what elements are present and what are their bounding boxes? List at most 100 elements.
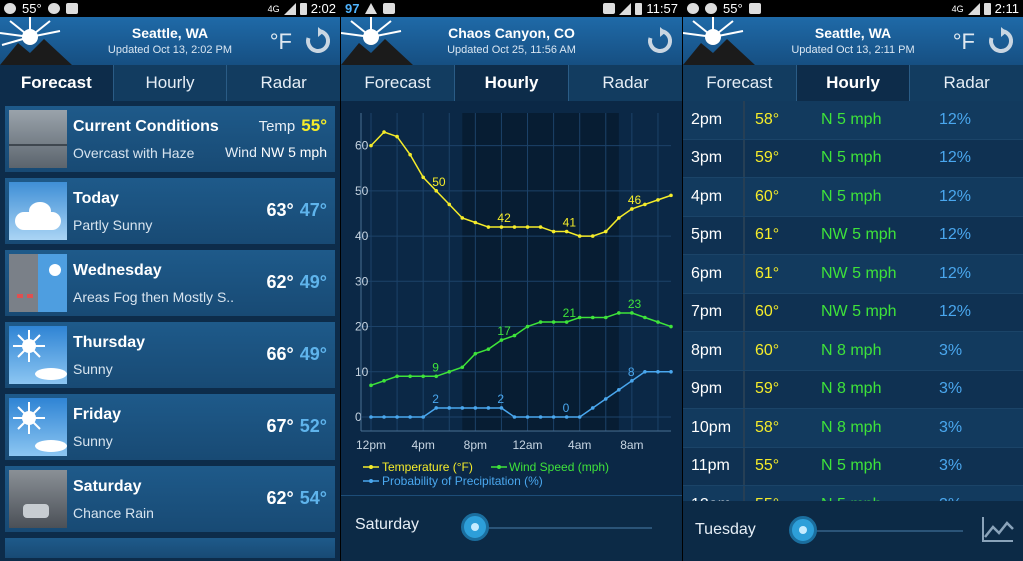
tab-radar[interactable]: Radar: [943, 73, 990, 92]
tab-hourly[interactable]: Hourly: [455, 65, 569, 101]
data-point: [525, 415, 530, 419]
data-point: [590, 406, 595, 410]
data-point: [669, 193, 673, 198]
location-title: Chaos Canyon, CO: [448, 25, 575, 41]
low-temp: 49°: [299, 344, 327, 364]
status-time: 11:57: [646, 1, 678, 16]
data-point: [447, 406, 452, 410]
data-point: [538, 415, 543, 419]
day-slider-handle[interactable]: [461, 513, 489, 541]
data-label: 8: [628, 365, 635, 379]
tab-radar[interactable]: Radar: [260, 73, 307, 92]
hourly-row: 3pm 59° N 5 mph 12%: [683, 139, 1023, 178]
day-slider-track[interactable]: [475, 527, 652, 529]
high-temp: 63°: [266, 200, 294, 220]
data-point: [434, 406, 439, 410]
data-point: [564, 415, 569, 419]
tab-radar[interactable]: Radar: [602, 73, 649, 92]
data-point: [643, 315, 647, 320]
data-label: 21: [563, 306, 577, 320]
hour-precip: 3%: [939, 341, 963, 359]
tab-hourly[interactable]: Hourly: [114, 65, 228, 101]
battery-icon: [983, 2, 991, 15]
hour-time: 3pm: [683, 139, 745, 177]
hour-time: 12am: [683, 486, 745, 501]
night-shading: [462, 113, 619, 431]
battery-icon: [635, 2, 643, 15]
forecast-day-card-partial[interactable]: [5, 538, 335, 558]
hourly-chart-screen: 97 11:57 Chaos Canyon, CO Updated Oct 25…: [341, 0, 682, 561]
refresh-icon[interactable]: [304, 27, 332, 55]
forecast-day-card[interactable]: Wednesday Areas Fog then Mostly S.. 62° 4…: [5, 250, 335, 316]
data-point: [643, 369, 647, 374]
sunny-icon: [9, 326, 67, 384]
refresh-icon[interactable]: [987, 27, 1015, 55]
app-logo-icon: [0, 17, 72, 65]
forecast-day-card[interactable]: Today Partly Sunny 63° 47°: [5, 178, 335, 244]
day-name: Today: [73, 189, 119, 207]
forecast-day-card[interactable]: Friday Sunny 67° 52°: [5, 394, 335, 460]
data-point: [395, 415, 399, 419]
app-header: Seattle, WA Updated Oct 13, 2:02 PM °F: [0, 17, 340, 65]
data-point: [577, 415, 582, 419]
data-point: [369, 415, 373, 419]
data-point: [421, 374, 425, 379]
battery-icon: [299, 2, 307, 15]
data-point: [669, 324, 673, 329]
refresh-icon[interactable]: [646, 27, 674, 55]
app-header: Chaos Canyon, CO Updated Oct 25, 11:56 A…: [341, 17, 682, 65]
unit-toggle[interactable]: °F: [952, 29, 975, 54]
forecast-day-card[interactable]: Thursday Sunny 66° 49°: [5, 322, 335, 388]
hourly-row: 4pm 60° N 5 mph 12%: [683, 178, 1023, 217]
data-point: [447, 369, 452, 374]
data-point: [538, 320, 543, 324]
x-tick-label: 8am: [620, 438, 643, 452]
hourly-row: 10pm 58° N 8 mph 3%: [683, 409, 1023, 448]
y-tick-label: 30: [355, 274, 369, 288]
selected-day: Saturday: [355, 516, 420, 533]
tab-forecast[interactable]: Forecast: [0, 65, 114, 101]
data-label: 41: [563, 216, 577, 230]
data-point: [617, 388, 621, 392]
wind-label: Wind: [224, 144, 257, 160]
high-temp: 62°: [266, 488, 294, 508]
hour-precip: 12%: [939, 264, 972, 282]
hour-wind: N 8 mph: [821, 380, 882, 398]
tab-forecast[interactable]: Forecast: [683, 65, 797, 101]
hour-time: 6pm: [683, 255, 745, 293]
hour-wind: NW 5 mph: [821, 303, 897, 321]
unit-toggle[interactable]: °F: [269, 29, 292, 54]
tab-forecast[interactable]: Forecast: [341, 65, 455, 101]
chart-toggle-icon[interactable]: [981, 515, 1015, 543]
low-temp: 54°: [299, 488, 327, 508]
legend-wind: Wind Speed (mph): [509, 460, 609, 474]
wind-value: NW 5 mph: [260, 144, 327, 160]
network-type: 4G: [951, 3, 964, 14]
x-tick-label: 4am: [568, 438, 591, 452]
forecast-list: Current Conditions Overcast with Haze Te…: [5, 106, 335, 561]
settings-icon: [687, 3, 699, 14]
hour-precip: 3%: [939, 496, 962, 501]
tab-hourly[interactable]: Hourly: [796, 65, 911, 101]
legend-temperature: Temperature (°F): [382, 460, 473, 474]
data-label: 46: [628, 193, 642, 207]
data-point: [669, 369, 673, 374]
sunny-icon: [9, 398, 67, 456]
status-bar: 55° 4G 2:11: [683, 0, 1023, 17]
hour-wind: N 5 mph: [821, 149, 882, 167]
data-point: [447, 202, 452, 207]
signal-icon: [967, 2, 980, 15]
day-name: Friday: [73, 405, 122, 423]
day-slider-track[interactable]: [803, 530, 963, 532]
data-point: [656, 369, 660, 374]
data-label: 9: [432, 360, 439, 374]
day-slider-handle[interactable]: [789, 516, 817, 544]
wifi-icon: [65, 3, 78, 14]
forecast-day-card[interactable]: Saturday Chance Rain 62° 54°: [5, 466, 335, 532]
day-desc: Sunny: [73, 432, 113, 449]
data-point: [473, 351, 478, 356]
play-icon: [705, 3, 717, 14]
current-conditions-card[interactable]: Current Conditions Overcast with Haze Te…: [5, 106, 335, 172]
hourly-row: 8pm 60° N 8 mph 3%: [683, 332, 1023, 371]
